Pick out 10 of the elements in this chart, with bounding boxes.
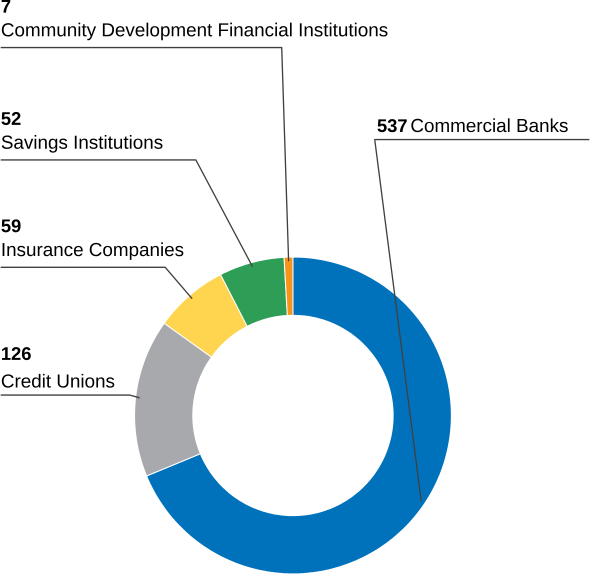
data-label: 126 [2, 346, 31, 360]
data-label: 52 [1, 112, 21, 125]
data-label: 59 [1, 219, 21, 232]
data-label: 7 [2, 0, 10, 12]
slice-label: Community Development Financial Institutions [2, 22, 388, 40]
slice-label: Insurance Companies [2, 242, 184, 260]
slice-label: Credit Unions [2, 374, 114, 388]
data-label: 537 [378, 118, 407, 132]
slice-label: Commercial Banks [411, 118, 568, 132]
slice-label: Savings Institutions [2, 134, 162, 152]
